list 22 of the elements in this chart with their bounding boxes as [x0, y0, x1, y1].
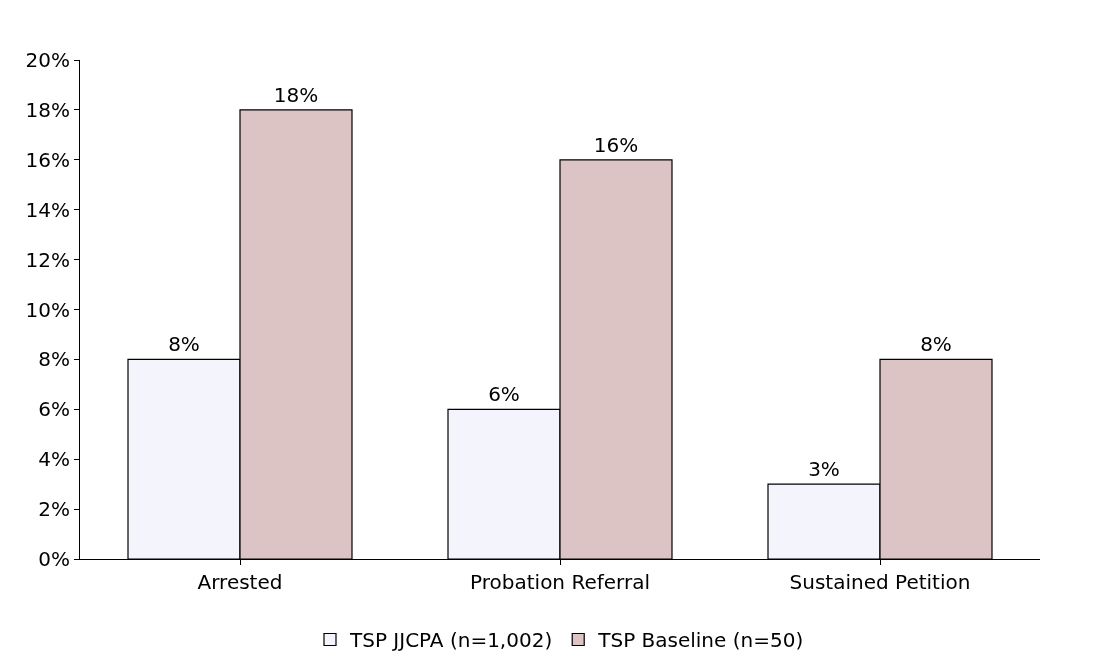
- y-tick-label: 2%: [38, 497, 70, 522]
- y-tick-label: 6%: [38, 397, 70, 422]
- y-tick-label: 20%: [25, 48, 70, 72]
- y-tick-label: 4%: [38, 447, 70, 472]
- y-tick-label: 10%: [25, 297, 70, 322]
- x-tick-label: Sustained Petition: [789, 570, 971, 594]
- x-tick-label: Probation Referral: [470, 570, 650, 594]
- legend-label: TSP JJCPA (n=1,002): [349, 628, 553, 653]
- data-label: 8%: [920, 332, 952, 357]
- y-tick-label: 14%: [25, 197, 70, 222]
- y-tick-label: 8%: [38, 347, 70, 372]
- data-label: 8%: [168, 332, 200, 357]
- data-label: 16%: [593, 132, 639, 157]
- y-tick-label: 16%: [25, 147, 70, 172]
- x-tick-label: Arrested: [197, 570, 283, 594]
- legend-label: TSP Baseline (n=50): [597, 628, 804, 653]
- y-tick-label: 18%: [25, 97, 70, 122]
- data-label: 3%: [808, 457, 840, 482]
- y-tick-label: 0%: [38, 547, 70, 571]
- data-label: 6%: [488, 382, 520, 407]
- data-label: 18%: [273, 82, 319, 107]
- y-tick-label: 12%: [25, 247, 70, 272]
